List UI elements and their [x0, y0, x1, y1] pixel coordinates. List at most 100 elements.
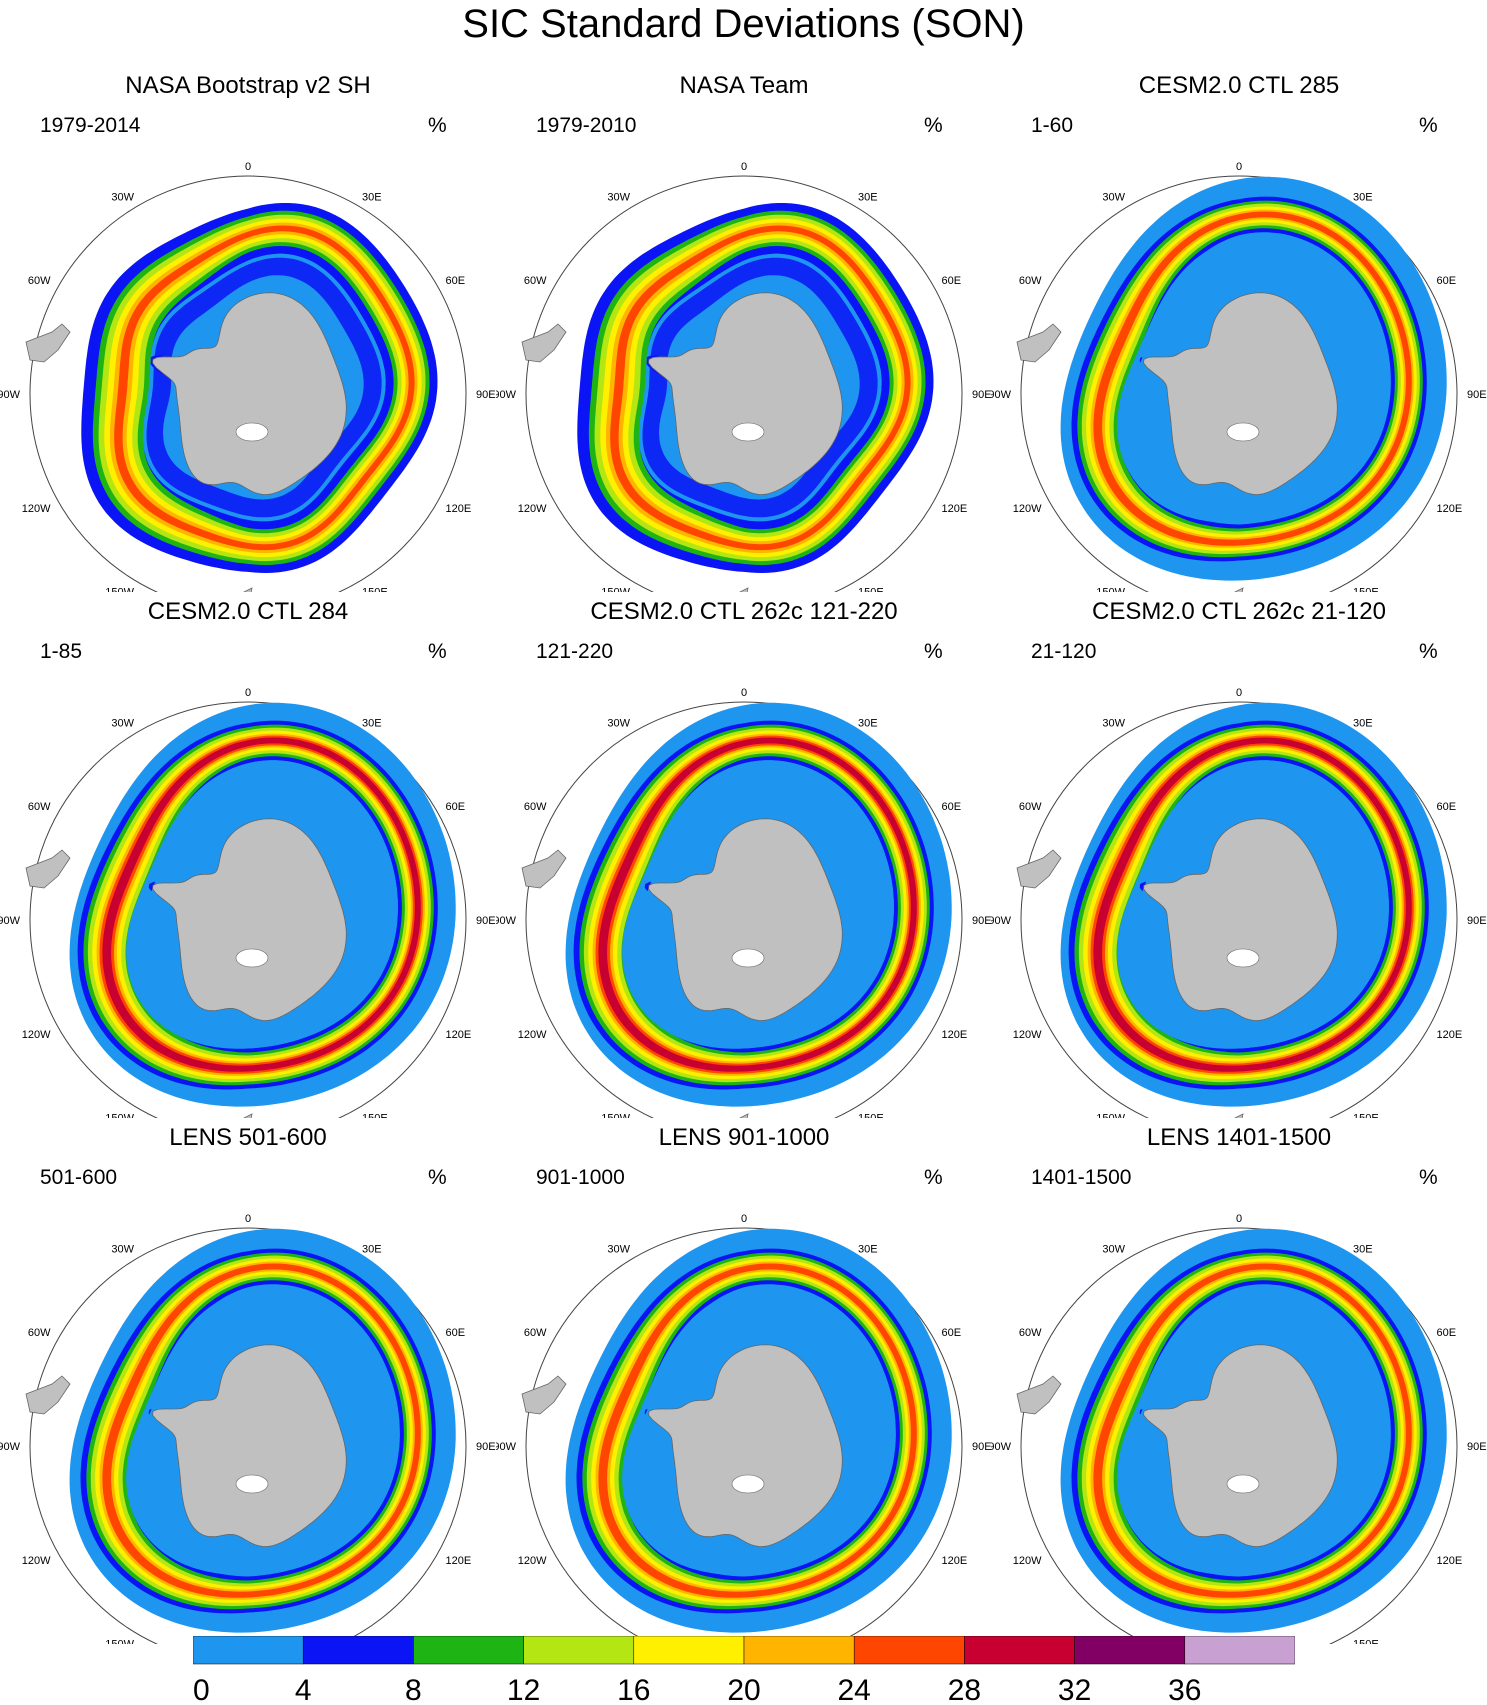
polar-map: 030E60E90E120E150E180150W120W90W60W30W — [496, 687, 992, 1118]
panel-title: LENS 501-600 — [169, 1124, 327, 1151]
south-america-land — [521, 323, 567, 363]
polar-map: 030E60E90E120E150E180150W120W90W60W30W — [991, 687, 1487, 1119]
longitude-label: 0 — [245, 687, 251, 699]
longitude-label: 120W — [1013, 1029, 1042, 1041]
polar-map: 030E60E90E120E150E180150W120W90W60W30W — [0, 687, 496, 1118]
south-america-land — [1016, 323, 1062, 363]
longitude-label: 120W — [22, 503, 51, 515]
longitude-label: 30W — [1102, 718, 1125, 730]
sic-band — [86, 1252, 432, 1610]
panel-period: 901-1000 — [536, 1166, 625, 1189]
longitude-label: 30W — [607, 192, 630, 204]
sic-inner — [622, 1286, 894, 1575]
longitude-label: 120W — [22, 1029, 51, 1041]
longitude-label: 30E — [362, 718, 382, 730]
panel-title: CESM2.0 CTL 285 — [1138, 72, 1340, 99]
polar-map: 030E60E90E120E150E180150W120W90W60W30W — [991, 1213, 1487, 1644]
longitude-label: 90W — [496, 1441, 517, 1453]
antarctica-land — [648, 1344, 843, 1548]
longitude-label: 0 — [1236, 161, 1242, 173]
longitude-label: 150W — [105, 1639, 134, 1645]
south-america-land — [25, 1375, 71, 1415]
longitude-label: 90W — [496, 389, 517, 401]
colorbar-label: 36 — [1168, 1674, 1201, 1705]
longitude-label: 30E — [858, 192, 878, 204]
sic-inner — [126, 1286, 398, 1575]
sic-inner — [1117, 234, 1389, 523]
longitude-label: 60E — [446, 801, 466, 813]
longitude-label: 120E — [446, 1555, 472, 1567]
sic-inner — [1117, 1286, 1389, 1575]
longitude-label: 30W — [111, 1244, 134, 1256]
colorbar-label: 8 — [405, 1674, 422, 1705]
antarctica-land — [1143, 292, 1338, 496]
polar-map: 030E60E90E120E150E180150W120W90W60W30W — [0, 161, 496, 593]
panel-unit: % — [924, 640, 943, 663]
panel-period: 121-220 — [536, 640, 614, 663]
longitude-label: 90W — [991, 1441, 1012, 1453]
longitude-label: 120E — [1437, 1555, 1463, 1567]
south-america-land — [521, 1375, 567, 1415]
sic-inner — [1117, 760, 1389, 1049]
ross-ice-shelf — [1226, 948, 1260, 968]
longitude-label: 120W — [518, 503, 547, 515]
sic-inner — [622, 760, 894, 1049]
longitude-label: 60W — [28, 801, 51, 813]
longitude-label: 90W — [0, 915, 21, 927]
longitude-label: 60W — [28, 275, 51, 287]
longitude-label: 120E — [446, 503, 472, 515]
longitude-label: 60E — [1437, 1327, 1457, 1339]
colorbar-label: 4 — [295, 1674, 312, 1705]
island-land — [739, 1113, 749, 1118]
longitude-label: 120E — [1437, 503, 1463, 515]
longitude-label: 60E — [942, 1327, 962, 1339]
longitude-label: 150E — [1353, 1113, 1379, 1119]
antarctica-land — [648, 292, 843, 496]
panel-unit: % — [428, 640, 447, 663]
colorbar-label: 0 — [193, 1674, 210, 1705]
island-land — [243, 587, 253, 592]
south-america-land — [1016, 1375, 1062, 1415]
panel-title: CESM2.0 CTL 262c 21-120 — [1092, 598, 1386, 625]
sic-band — [1077, 200, 1423, 558]
longitude-label: 60E — [1437, 801, 1457, 813]
longitude-label: 0 — [741, 1213, 747, 1225]
island-land — [1234, 1113, 1244, 1118]
longitude-label: 30W — [1102, 1244, 1125, 1256]
longitude-label: 150W — [105, 587, 134, 593]
longitude-label: 150W — [601, 587, 630, 593]
longitude-label: 60E — [942, 801, 962, 813]
panel-period: 1-85 — [40, 640, 83, 663]
longitude-label: 90W — [0, 389, 21, 401]
colorbar-label: 32 — [1058, 1674, 1091, 1705]
longitude-label: 90E — [476, 1441, 496, 1453]
colorbar-label: 20 — [727, 1674, 760, 1705]
figure-title: SIC Standard Deviations (SON) — [462, 2, 1025, 46]
longitude-label: 30E — [858, 718, 878, 730]
longitude-label: 90E — [972, 915, 992, 927]
panel-period: 1401-1500 — [1031, 1166, 1132, 1189]
sic-band — [582, 1252, 928, 1610]
south-america-land — [521, 849, 567, 889]
longitude-label: 90W — [991, 389, 1012, 401]
south-america-land — [25, 323, 71, 363]
polar-map: 030E60E90E120E150E180150W120W90W60W30W — [496, 1213, 992, 1644]
island-land — [1234, 587, 1244, 592]
antarctica-land — [1143, 1344, 1338, 1548]
longitude-label: 30W — [607, 1244, 630, 1256]
panel-title: CESM2.0 CTL 262c 121-220 — [590, 598, 898, 625]
map-panel: CESM2.0 CTL 2851-60%030E60E90E120E150E18… — [991, 72, 1487, 592]
longitude-label: 120W — [22, 1555, 51, 1567]
longitude-label: 0 — [245, 161, 251, 173]
antarctica-land — [1143, 818, 1338, 1022]
longitude-label: 60W — [524, 801, 547, 813]
antarctica-land — [152, 818, 347, 1022]
colorbar-swatch — [1074, 1636, 1186, 1665]
ross-ice-shelf — [731, 1474, 765, 1494]
sic-inner — [142, 253, 386, 522]
map-panel: CESM2.0 CTL 2841-85%030E60E90E120E150E18… — [0, 598, 496, 1118]
panel-title: LENS 901-1000 — [658, 1124, 830, 1151]
longitude-label: 60W — [28, 1327, 51, 1339]
polar-map: 030E60E90E120E150E180150W120W90W60W30W — [0, 1213, 496, 1645]
panel-period: 21-120 — [1031, 640, 1097, 663]
